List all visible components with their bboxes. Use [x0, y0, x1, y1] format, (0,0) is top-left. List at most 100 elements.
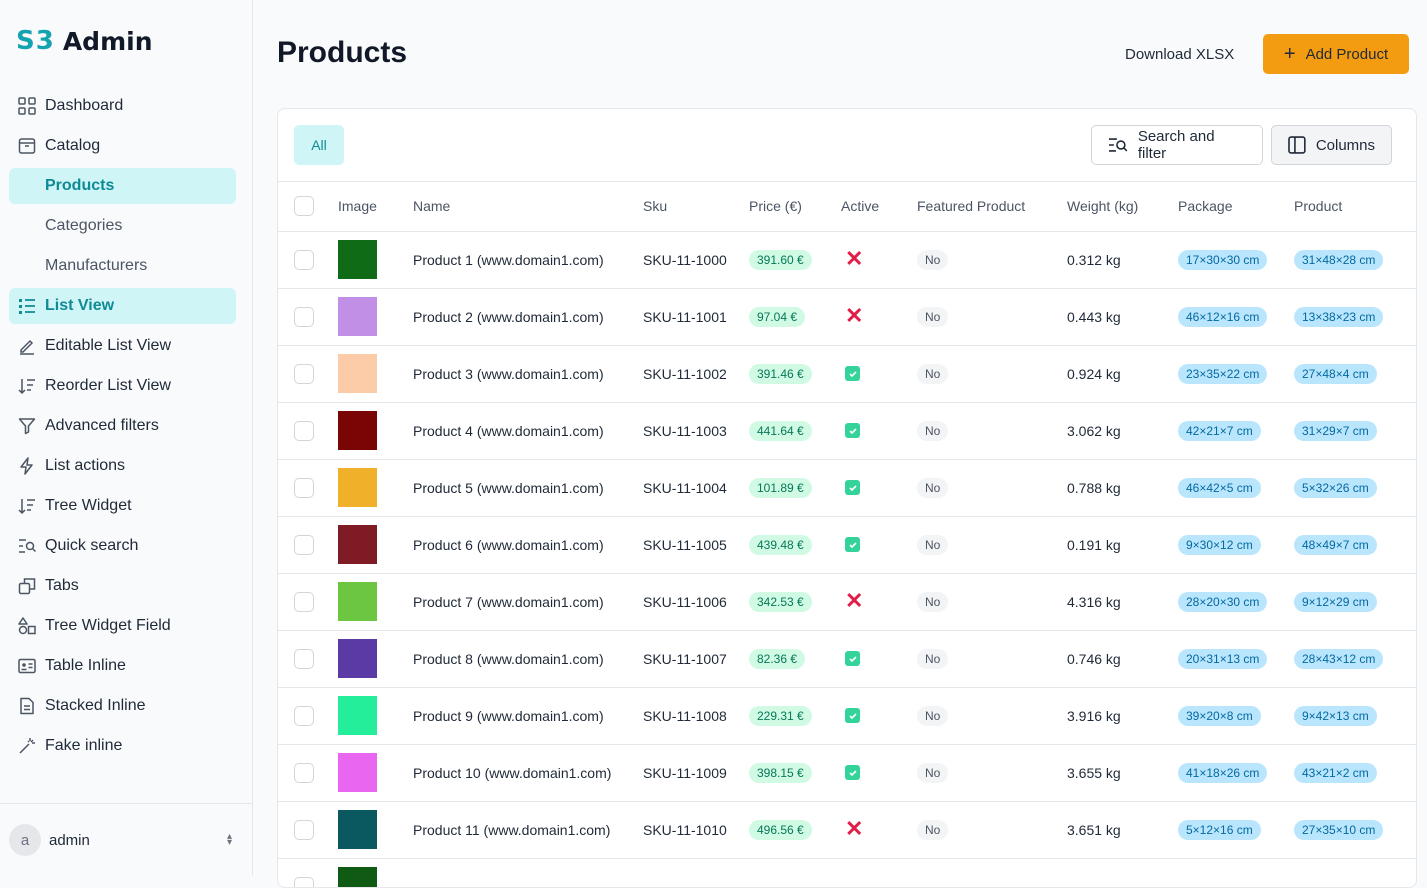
name-cell[interactable] [413, 858, 643, 888]
row-checkbox[interactable] [294, 763, 314, 783]
name-cell[interactable]: Product 11 (www.domain1.com) [413, 801, 643, 858]
product-name[interactable]: Product 2 (www.domain1.com) [413, 309, 604, 325]
product-image[interactable] [338, 468, 377, 507]
row-checkbox[interactable] [294, 307, 314, 327]
product-name[interactable]: Product 4 (www.domain1.com) [413, 423, 604, 439]
col-product[interactable]: Product [1294, 182, 1417, 231]
product-image[interactable] [338, 639, 377, 678]
col-sku[interactable]: Sku [643, 182, 749, 231]
featured-cell: No [917, 231, 1067, 288]
row-checkbox[interactable] [294, 535, 314, 555]
sidebar-item-list-actions[interactable]: List actions [9, 448, 236, 484]
table-row[interactable] [278, 858, 1417, 888]
image-cell [322, 858, 413, 888]
sidebar-item-manufacturers[interactable]: Manufacturers [9, 248, 236, 284]
product-name[interactable]: Product 3 (www.domain1.com) [413, 366, 604, 382]
row-checkbox[interactable] [294, 250, 314, 270]
product-image[interactable] [338, 753, 377, 792]
sidebar-item-table-inline[interactable]: Table Inline [9, 648, 236, 684]
product-dim-badge: 9×42×13 cm [1294, 706, 1377, 726]
product-image[interactable] [338, 696, 377, 735]
product-name[interactable]: Product 11 (www.domain1.com) [413, 822, 610, 838]
check-icon [845, 366, 860, 381]
col-price[interactable]: Price (€) [749, 182, 841, 231]
sidebar-item-reorder-list-view[interactable]: Reorder List View [9, 368, 236, 404]
search-filter-button[interactable]: Search and filter [1091, 125, 1263, 165]
name-cell[interactable]: Product 7 (www.domain1.com) [413, 573, 643, 630]
columns-button[interactable]: Columns [1271, 125, 1392, 165]
product-image[interactable] [338, 525, 377, 564]
col-image[interactable]: Image [322, 182, 413, 231]
row-checkbox[interactable] [294, 364, 314, 384]
row-checkbox[interactable] [294, 592, 314, 612]
row-checkbox[interactable] [294, 820, 314, 840]
product-name[interactable]: Product 5 (www.domain1.com) [413, 480, 604, 496]
name-cell[interactable]: Product 1 (www.domain1.com) [413, 231, 643, 288]
col-weight[interactable]: Weight (kg) [1067, 182, 1178, 231]
sidebar-item-fake-inline[interactable]: Fake inline [9, 728, 236, 764]
col-active[interactable]: Active [841, 182, 917, 231]
sidebar-item-list-view[interactable]: List View [9, 288, 236, 324]
sidebar-item-editable-list-view[interactable]: Editable List View [9, 328, 236, 364]
product-image[interactable] [338, 354, 377, 393]
row-checkbox[interactable] [294, 649, 314, 669]
package-badge: 46×12×16 cm [1178, 307, 1267, 327]
name-cell[interactable]: Product 9 (www.domain1.com) [413, 687, 643, 744]
product-image[interactable] [338, 867, 377, 888]
sidebar-item-tree-widget[interactable]: Tree Widget [9, 488, 236, 524]
name-cell[interactable]: Product 3 (www.domain1.com) [413, 345, 643, 402]
sidebar-item-tree-widget-field[interactable]: Tree Widget Field [9, 608, 236, 644]
sidebar-item-quick-search[interactable]: Quick search [9, 528, 236, 564]
sidebar-item-advanced-filters[interactable]: Advanced filters [9, 408, 236, 444]
col-package[interactable]: Package [1178, 182, 1294, 231]
logo[interactable]: S3 Admin [16, 26, 153, 56]
col-name[interactable]: Name [413, 182, 643, 231]
product-image[interactable] [338, 240, 377, 279]
sidebar-item-tabs[interactable]: Tabs [9, 568, 236, 604]
product-name[interactable]: Product 1 (www.domain1.com) [413, 252, 604, 268]
sidebar-item-stacked-inline[interactable]: Stacked Inline [9, 688, 236, 724]
name-cell[interactable]: Product 5 (www.domain1.com) [413, 459, 643, 516]
product-name[interactable]: Product 9 (www.domain1.com) [413, 708, 604, 724]
product-image[interactable] [338, 810, 377, 849]
name-cell[interactable]: Product 6 (www.domain1.com) [413, 516, 643, 573]
product-image[interactable] [338, 411, 377, 450]
product-name[interactable]: Product 10 (www.domain1.com) [413, 765, 611, 781]
row-checkbox[interactable] [294, 706, 314, 726]
col-featured[interactable]: Featured Product [917, 182, 1067, 231]
select-all-checkbox[interactable] [294, 196, 314, 216]
sidebar-item-products[interactable]: Products [9, 168, 236, 204]
add-product-button[interactable]: + Add Product [1263, 34, 1409, 74]
product-name[interactable]: Product 7 (www.domain1.com) [413, 594, 604, 610]
price-cell: 342.53 € [749, 573, 841, 630]
name-cell[interactable]: Product 4 (www.domain1.com) [413, 402, 643, 459]
sidebar-item-categories[interactable]: Categories [9, 208, 236, 244]
columns-icon [1288, 136, 1306, 154]
sidebar-item-catalog[interactable]: Catalog [9, 128, 236, 164]
product-name[interactable]: Product 6 (www.domain1.com) [413, 537, 604, 553]
product-image[interactable] [338, 582, 377, 621]
download-xlsx-button[interactable]: Download XLSX [1125, 46, 1234, 63]
product-image[interactable] [338, 297, 377, 336]
name-cell[interactable]: Product 8 (www.domain1.com) [413, 630, 643, 687]
tab-all[interactable]: All [294, 125, 344, 165]
row-checkbox[interactable] [294, 421, 314, 441]
product-name[interactable]: Product 8 (www.domain1.com) [413, 651, 604, 667]
name-cell[interactable]: Product 10 (www.domain1.com) [413, 744, 643, 801]
row-checkbox[interactable] [294, 478, 314, 498]
name-cell[interactable]: Product 2 (www.domain1.com) [413, 288, 643, 345]
user-menu[interactable]: a admin ▴▾ [0, 803, 252, 876]
row-checkbox[interactable] [294, 877, 314, 888]
sidebar-item-dashboard[interactable]: Dashboard [9, 88, 236, 124]
